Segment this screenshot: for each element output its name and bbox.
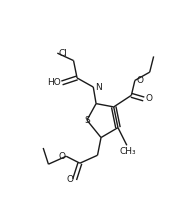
Text: O: O [67, 175, 74, 184]
Text: N: N [95, 83, 101, 92]
Text: Cl: Cl [58, 49, 67, 58]
Text: O: O [136, 76, 143, 85]
Text: HO: HO [47, 78, 61, 88]
Text: O: O [145, 94, 152, 103]
Text: CH₃: CH₃ [120, 147, 136, 156]
Text: O: O [58, 152, 65, 161]
Text: S: S [84, 116, 90, 125]
